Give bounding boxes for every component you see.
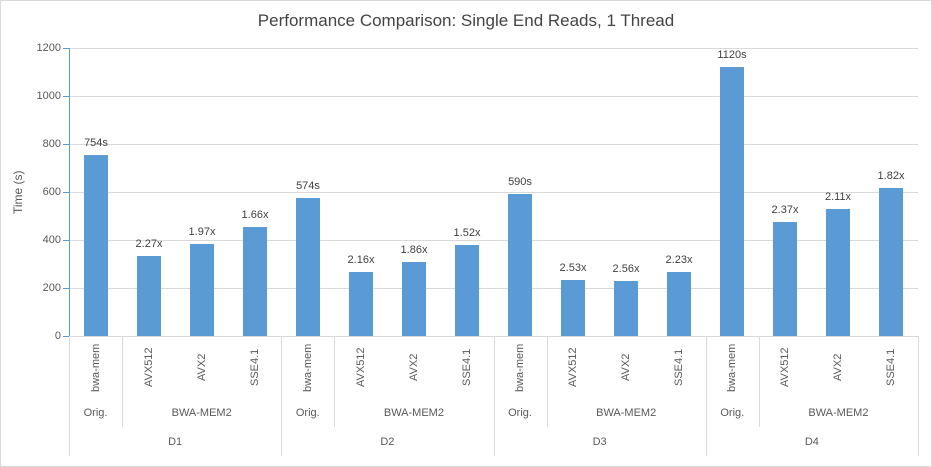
subgroup-label-orig: Orig. xyxy=(508,407,532,419)
bar xyxy=(455,245,479,336)
subgroup-label-orig: Orig. xyxy=(295,407,320,419)
category-label: SSE4.1 xyxy=(885,348,897,387)
bar-value-label: 574s xyxy=(296,180,320,192)
bar xyxy=(826,209,850,336)
category-label: SSE4.1 xyxy=(461,348,473,387)
bar xyxy=(243,227,267,336)
bar-value-label: 2.27x xyxy=(135,238,163,250)
bar-value-label: 590s xyxy=(508,176,532,188)
dataset-label: D3 xyxy=(592,435,607,448)
bar-value-label: 1.66x xyxy=(241,209,269,221)
subgroup-separator xyxy=(759,336,760,427)
subgroup-label-bwamem2: BWA-MEM2 xyxy=(383,407,444,419)
subgroup-label-bwamem2: BWA-MEM2 xyxy=(808,407,869,419)
dataset-label: D1 xyxy=(168,435,183,448)
y-tick-mark xyxy=(63,144,69,145)
y-tick-mark xyxy=(63,96,69,97)
category-label: AVX512 xyxy=(779,347,791,388)
category-label: AVX2 xyxy=(408,353,420,382)
category-label: SSE4.1 xyxy=(249,348,261,387)
y-tick-mark xyxy=(63,192,69,193)
y-tick-label: 0 xyxy=(54,330,61,342)
bar xyxy=(773,222,797,336)
category-label: bwa-mem xyxy=(726,343,738,392)
bar xyxy=(137,256,161,336)
category-label: bwa-mem xyxy=(302,343,314,392)
subgroup-separator xyxy=(334,336,335,427)
y-tick-label: 600 xyxy=(42,186,61,198)
bar xyxy=(614,281,638,336)
category-label: bwa-mem xyxy=(514,343,526,392)
subgroup-label-orig: Orig. xyxy=(720,407,745,419)
category-label: SSE4.1 xyxy=(673,348,685,387)
bar-value-label: 2.23x xyxy=(665,254,693,266)
y-tick-label: 400 xyxy=(42,234,61,246)
category-label: AVX512 xyxy=(355,347,367,388)
gridline xyxy=(69,288,918,289)
bar xyxy=(720,67,744,336)
dataset-label: D4 xyxy=(804,435,819,448)
bar-value-label: 1.97x xyxy=(188,226,216,238)
gridline xyxy=(69,96,918,97)
bar xyxy=(84,155,108,336)
group-separator xyxy=(918,336,919,456)
bar xyxy=(667,272,691,336)
subgroup-separator xyxy=(547,336,548,427)
group-separator xyxy=(494,336,495,456)
group-separator xyxy=(281,336,282,456)
bar-value-label: 2.37x xyxy=(771,204,799,216)
subgroup-label-bwamem2: BWA-MEM2 xyxy=(171,407,232,419)
bar xyxy=(561,280,585,336)
bar xyxy=(508,194,532,336)
gridline xyxy=(69,144,918,145)
group-separator xyxy=(69,336,70,456)
group-separator xyxy=(706,336,707,456)
bar-value-label: 1.52x xyxy=(453,227,481,239)
subgroup-label-orig: Orig. xyxy=(83,407,108,419)
bar-value-label: 754s xyxy=(84,137,108,149)
gridline xyxy=(69,48,918,49)
bar-value-label: 2.56x xyxy=(612,263,640,275)
x-axis-line xyxy=(69,336,918,337)
bar-value-label: 1.82x xyxy=(877,170,905,182)
category-label: AVX2 xyxy=(832,353,844,382)
bar xyxy=(402,262,426,336)
y-tick-label: 800 xyxy=(42,138,61,150)
y-tick-label: 1000 xyxy=(36,90,61,102)
category-label: AVX512 xyxy=(567,347,579,388)
y-tick-label: 1200 xyxy=(36,42,61,54)
category-label: AVX2 xyxy=(620,353,632,382)
bar-value-label: 2.16x xyxy=(347,254,375,266)
bar-value-label: 2.53x xyxy=(559,262,587,274)
bar xyxy=(879,188,903,336)
bar-value-label: 1120s xyxy=(717,49,747,61)
subgroup-label-bwamem2: BWA-MEM2 xyxy=(596,407,657,419)
category-label: AVX2 xyxy=(196,353,208,382)
gridline xyxy=(69,192,918,193)
bar-value-label: 1.86x xyxy=(400,244,428,256)
dataset-label: D2 xyxy=(380,435,395,448)
bar-value-label: 2.11x xyxy=(824,191,852,203)
y-tick-label: 200 xyxy=(42,282,61,294)
bar xyxy=(296,198,320,336)
y-tick-mark xyxy=(63,336,69,337)
y-tick-mark xyxy=(63,240,69,241)
y-axis-line xyxy=(69,48,70,336)
subgroup-separator xyxy=(122,336,123,427)
chart-title: Performance Comparison: Single End Reads… xyxy=(257,11,675,30)
bar xyxy=(349,272,373,336)
category-label: bwa-mem xyxy=(90,343,102,392)
category-label: AVX512 xyxy=(143,347,155,388)
gridline xyxy=(69,240,918,241)
y-tick-mark xyxy=(63,48,69,49)
bar xyxy=(190,244,214,336)
y-tick-mark xyxy=(63,288,69,289)
